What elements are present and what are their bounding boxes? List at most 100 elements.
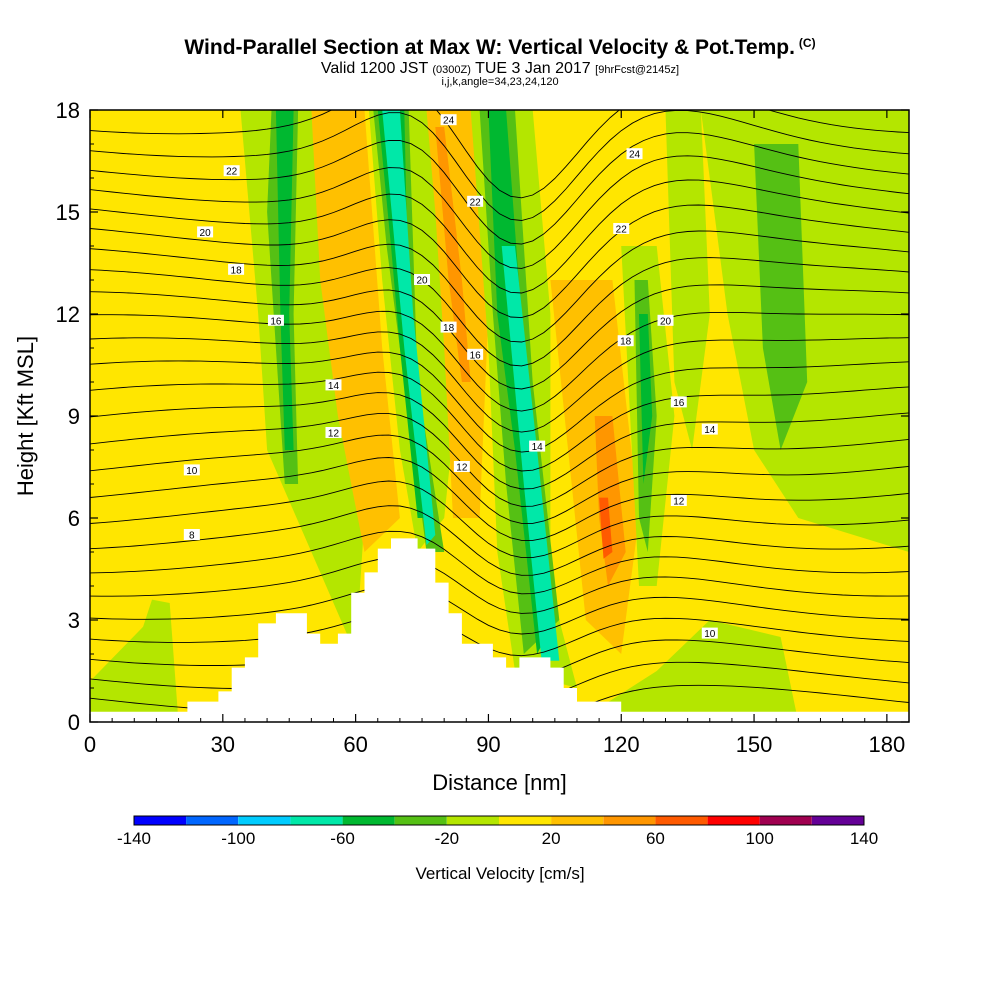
colorbar-label: -140 [117,829,151,848]
colorbar-swatch [238,816,291,825]
contour-label-bg [626,148,643,160]
terrain-profile [90,538,909,722]
isentrope-line [90,611,909,657]
contour-label-bg [701,423,718,435]
colorbar-title: Vertical Velocity [cm/s] [415,864,585,883]
x-axis-title: Distance [nm] [432,770,567,795]
isentrope-line [90,155,909,269]
isentrope-line [90,480,909,559]
colorbar-swatch [811,816,864,825]
fill-band-light-g [577,620,799,722]
contour-label-bg [414,274,431,285]
contour-label: 18 [440,321,457,334]
y-tick-label: 9 [68,404,80,429]
fill-band-mid-f [754,144,808,450]
x-tick-label: 60 [343,732,367,757]
contour-label: 12 [453,461,470,474]
contour-label-bg [453,461,470,472]
copyright-mark: (C) [798,36,816,50]
y-tick-label: 3 [68,608,80,633]
contour-label-bg [701,627,718,639]
contour-label-bg [467,348,484,360]
y-tick-label: 18 [56,98,80,123]
y-tick-label: 6 [68,506,80,531]
chart-title: Wind-Parallel Section at Max W: Vertical… [0,36,1000,60]
fill-band-orange2-b [435,127,471,382]
contour-label: 10 [183,464,200,477]
isentrope-line [90,434,909,524]
colorbar-frame [133,815,865,826]
contour-label-text: 14 [532,442,544,453]
contour-label-text: 16 [470,350,482,361]
contour-label-bg [228,263,245,275]
contour-label-bg [670,495,687,506]
colorbar-swatch [342,816,395,825]
contour-label: 20 [414,274,431,287]
contour-label-bg [325,379,342,391]
contour-label: 10 [701,627,718,640]
contour-label: 24 [626,148,643,161]
contour-label: 14 [529,440,546,453]
contour-label-text: 14 [704,425,716,436]
contour-label-bg [223,165,240,177]
contour-label: 16 [467,348,484,361]
contour-label: 20 [197,226,214,239]
colorbar-label: 20 [542,829,561,848]
contour-label: 20 [657,314,674,327]
contour-label: 12 [325,427,342,440]
contour-label-text: 10 [186,466,198,477]
contour-label: 22 [467,195,484,208]
contour-label-text: 22 [470,197,482,208]
isentrope-line [90,331,909,433]
valid-date: TUE 3 Jan 2017 [475,60,591,77]
colorbar-swatch [290,816,343,825]
colorbar-label: 60 [646,829,665,848]
contour-label-layer: 24 24 22 22 22 20 20 20 18 18 18 16 16 16 14 14 14 12 12 12… [183,114,718,640]
contour-label-bg [183,529,200,540]
fill-band-teal-b [382,110,436,546]
contour-label-text: 20 [660,316,672,327]
contour-label-bg [267,314,284,326]
contour-label-text: 20 [200,228,212,239]
x-tick-label: 180 [869,732,906,757]
chart-subtitle: Valid 1200 JST (0300Z) TUE 3 Jan 2017 [9… [0,60,1000,78]
contour-label-text: 12 [328,429,340,440]
colorbar-label: -100 [221,829,255,848]
contour-label: 14 [701,423,718,436]
isentrope-line [90,351,909,453]
colorbar-swatch [394,816,447,825]
isentrope-line [90,179,909,294]
isentrope-line [90,392,909,490]
contour-label-bg [617,335,634,347]
isentrope-line [90,204,909,319]
axes: 0 30 60 90 120 150 180 0 3 6 9 12 15 18 Distance [nm] H… [13,98,910,795]
colorbar-swatch [186,816,239,825]
contour-label: 8 [183,529,200,542]
isentrope-line [90,505,909,576]
contour-label-bg [440,321,457,333]
x-tick-label: 120 [603,732,640,757]
fill-band-teal-c [501,246,560,661]
contour-label: 12 [670,495,687,508]
fill-band-dark-d [639,314,653,484]
colorbar-label: 100 [746,829,774,848]
isentrope-line [90,110,909,199]
contour-label-text: 10 [704,629,716,640]
title-text: Wind-Parallel Section at Max W: Vertical… [184,36,795,59]
contour-label: 14 [325,379,342,392]
valid-time-utc: (0300Z) [432,64,471,76]
contour-label: 16 [670,396,687,409]
isentrope-line [90,530,909,595]
colorbar: -140 -100 -60 -20 20 60 100 140 [117,815,878,848]
fill-lowleft-light2 [152,599,179,722]
x-tick-label: 0 [84,732,96,757]
contour-label: 24 [440,114,457,127]
contour-label-text: 12 [456,463,468,474]
isentrope-line [90,284,909,390]
isentrope-line [90,557,909,614]
isentrope-line [90,132,909,245]
colorbar-label: -20 [435,829,460,848]
contour-label-bg [183,464,200,476]
isentrope-line [90,584,909,635]
contour-label: 18 [617,335,634,348]
